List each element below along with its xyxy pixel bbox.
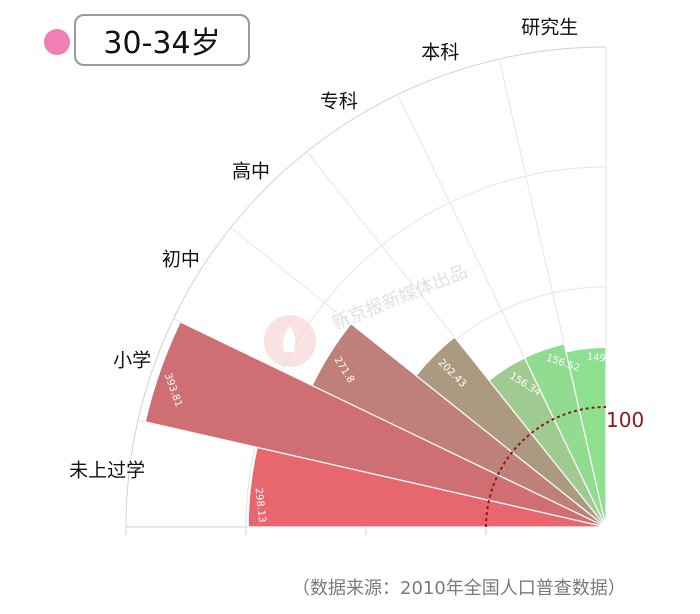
legend-box: 30-34岁 bbox=[74, 14, 250, 66]
reference-line-group: 100 bbox=[485, 406, 644, 528]
category-label: 本科 bbox=[421, 42, 459, 64]
value-label: 149.62 bbox=[586, 352, 622, 367]
category-label: 高中 bbox=[232, 161, 270, 183]
legend-label: 30-34岁 bbox=[103, 26, 221, 61]
legend-dot bbox=[44, 29, 70, 55]
watermark-text: 新京报新媒体出品 bbox=[329, 261, 470, 334]
watermark-flame-icon bbox=[282, 326, 296, 352]
reference-arc bbox=[485, 406, 607, 528]
value-label: 298.13 bbox=[252, 487, 267, 523]
category-label: 小学 bbox=[113, 350, 151, 372]
bar-初中 bbox=[311, 322, 607, 528]
reference-label: 100 bbox=[606, 408, 644, 432]
bar-高中 bbox=[415, 336, 607, 528]
category-labels: 未上过学 小学 初中 高中 专科 本科 研究生 bbox=[69, 17, 578, 482]
category-label: 专科 bbox=[320, 90, 358, 112]
bar-小学 bbox=[144, 321, 607, 528]
category-label: 未上过学 bbox=[69, 459, 145, 481]
category-label: 研究生 bbox=[521, 17, 578, 39]
chart-bars bbox=[144, 321, 607, 528]
bar-研究生 bbox=[565, 346, 607, 528]
source-note: （数据来源：2010年全国人口普查数据） bbox=[292, 578, 626, 599]
bar-本科 bbox=[523, 343, 607, 528]
category-label: 初中 bbox=[162, 248, 200, 270]
grid-ring bbox=[125, 46, 607, 528]
